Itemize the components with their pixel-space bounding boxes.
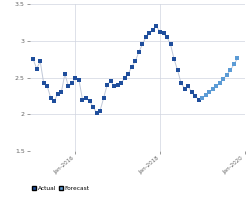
Point [144,35,148,39]
Point [102,96,106,100]
Point [109,80,113,83]
Point [147,32,151,35]
Point [225,73,229,76]
Point [91,105,95,109]
Point [193,94,197,98]
Point [186,85,190,88]
Point [190,91,194,94]
Point [235,57,239,60]
Point [158,30,162,34]
Point [73,76,77,79]
Point [151,28,155,31]
Point [218,81,222,84]
Point [59,91,63,94]
Point [42,82,46,85]
Point [176,69,180,72]
Point [66,85,70,88]
Point [130,65,134,68]
Point [81,98,84,101]
Point [95,111,99,114]
Point [154,24,158,28]
Point [137,50,141,53]
Point [98,109,102,112]
Point [119,82,123,85]
Point [112,85,116,88]
Point [105,83,109,86]
Point [133,60,137,63]
Point [56,92,60,95]
Point [200,96,204,100]
Point [116,83,120,86]
Point [140,43,144,46]
Point [197,98,201,101]
Point [45,85,49,88]
Point [165,35,169,39]
Point [221,77,225,81]
Point [35,67,39,70]
Point [126,72,130,75]
Point [204,93,208,97]
Point [123,76,127,79]
Point [214,85,218,88]
Point [162,32,165,35]
Point [207,91,211,94]
Point [84,96,88,100]
Point [63,72,67,75]
Point [77,78,81,81]
Point [211,88,215,91]
Point [168,43,172,46]
Point [70,82,74,85]
Point [183,87,187,90]
Legend: Actual, Forecast: Actual, Forecast [33,186,89,191]
Point [31,58,35,61]
Point [232,63,236,66]
Point [87,99,91,103]
Point [228,69,232,72]
Point [200,96,204,100]
Point [38,60,42,63]
Point [179,82,183,85]
Point [172,58,176,61]
Point [52,99,56,103]
Point [49,96,53,100]
